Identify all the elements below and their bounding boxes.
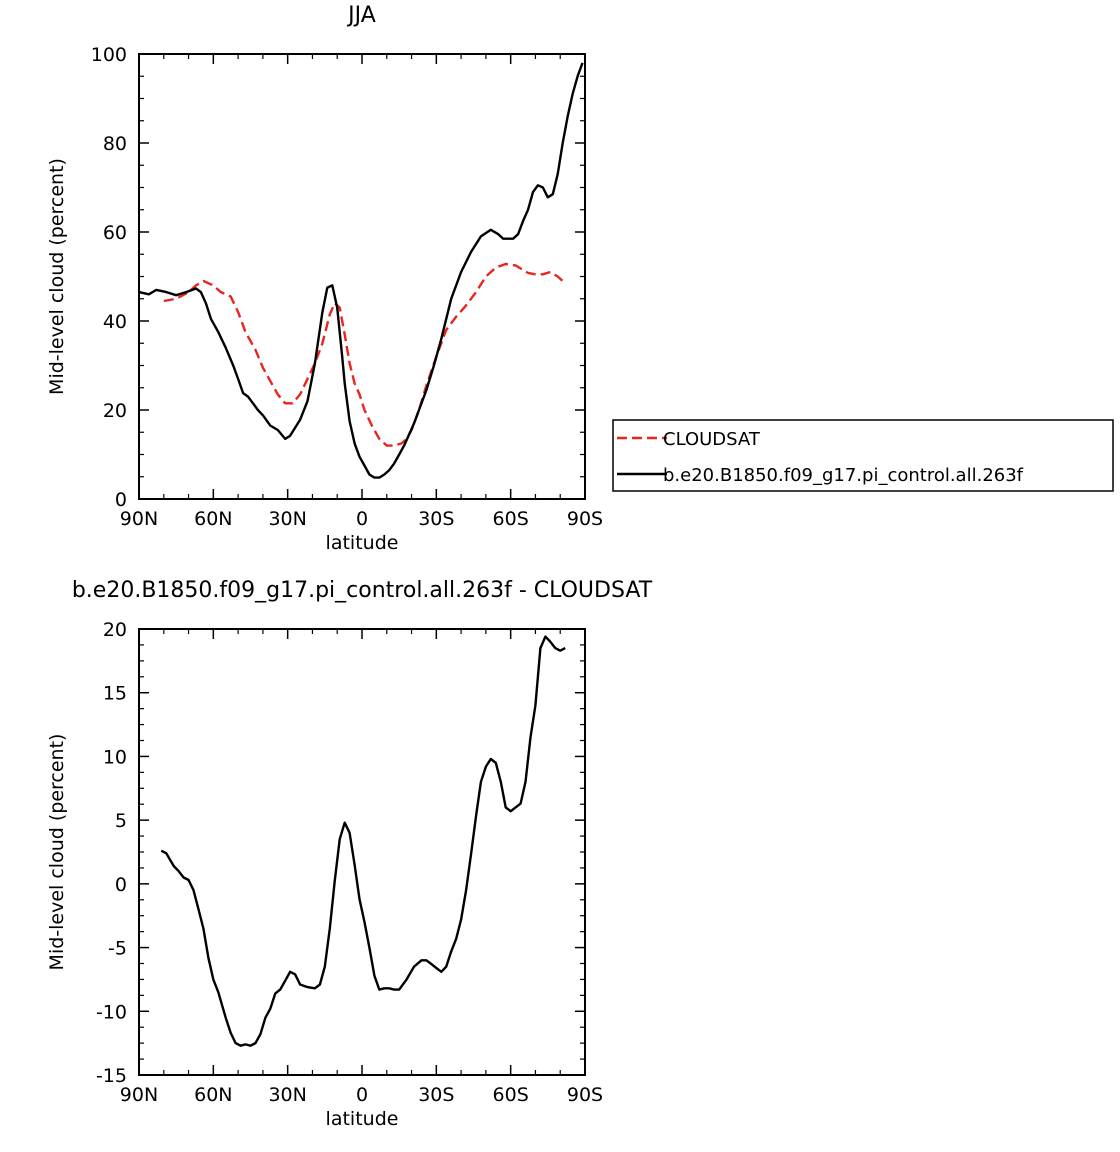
plot-frame: [138, 628, 586, 1076]
y-tick-label: 5: [115, 810, 127, 832]
y-tick-label: 10: [103, 746, 127, 768]
x-tick-label: 90S: [567, 508, 603, 530]
y-tick-label: -5: [108, 938, 127, 960]
difference-series-line: [160, 635, 566, 1047]
y-tick-label: 60: [103, 222, 127, 244]
x-tick-label: 60N: [194, 1084, 232, 1106]
y-tick-label: 0: [115, 874, 127, 896]
x-tick-label: 0: [356, 1084, 368, 1106]
x-tick-label: 90N: [120, 508, 158, 530]
y-tick-label: 20: [103, 400, 127, 422]
x-tick-label: 30N: [268, 508, 306, 530]
y-tick-label: 40: [103, 311, 127, 333]
chart-title: JJA: [346, 3, 376, 28]
x-tick-label: 90N: [120, 1084, 158, 1106]
y-axis-label: Mid-level cloud (percent): [46, 734, 68, 971]
x-tick-label: 90S: [567, 1084, 603, 1106]
x-tick-label: 30N: [268, 1084, 306, 1106]
x-tick-label: 60N: [194, 508, 232, 530]
y-axis-label: Mid-level cloud (percent): [46, 158, 68, 395]
bottom-panel-difference: b.e20.B1850.f09_g17.pi_control.all.263f …: [46, 578, 653, 1130]
x-axis-label: latitude: [326, 532, 399, 554]
chart-title: b.e20.B1850.f09_g17.pi_control.all.263f …: [72, 578, 653, 603]
cloudsat-series-line: [163, 262, 564, 447]
y-tick-label: 100: [91, 44, 127, 66]
x-axis-label: latitude: [326, 1108, 399, 1130]
y-tick-label: -15: [96, 1065, 127, 1087]
legend-label: CLOUDSAT: [663, 429, 761, 450]
y-tick-label: 15: [103, 683, 127, 705]
x-tick-label: 0: [356, 508, 368, 530]
x-tick-label: 60S: [493, 1084, 529, 1106]
y-tick-label: 20: [103, 619, 127, 641]
legend: CLOUDSAT b.e20.B1850.f09_g17.pi_control.a…: [612, 419, 1114, 492]
legend-box: [612, 419, 1114, 492]
x-tick-label: 30S: [418, 1084, 454, 1106]
legend-label: b.e20.B1850.f09_g17.pi_control.all.263f: [663, 465, 1024, 486]
model-series-line: [138, 62, 584, 479]
y-tick-label: -10: [96, 1001, 127, 1023]
y-tick-label: 80: [103, 133, 127, 155]
x-tick-label: 30S: [418, 508, 454, 530]
y-tick-label: 0: [115, 489, 127, 511]
x-tick-label: 60S: [493, 508, 529, 530]
plot-frame: [138, 53, 586, 500]
